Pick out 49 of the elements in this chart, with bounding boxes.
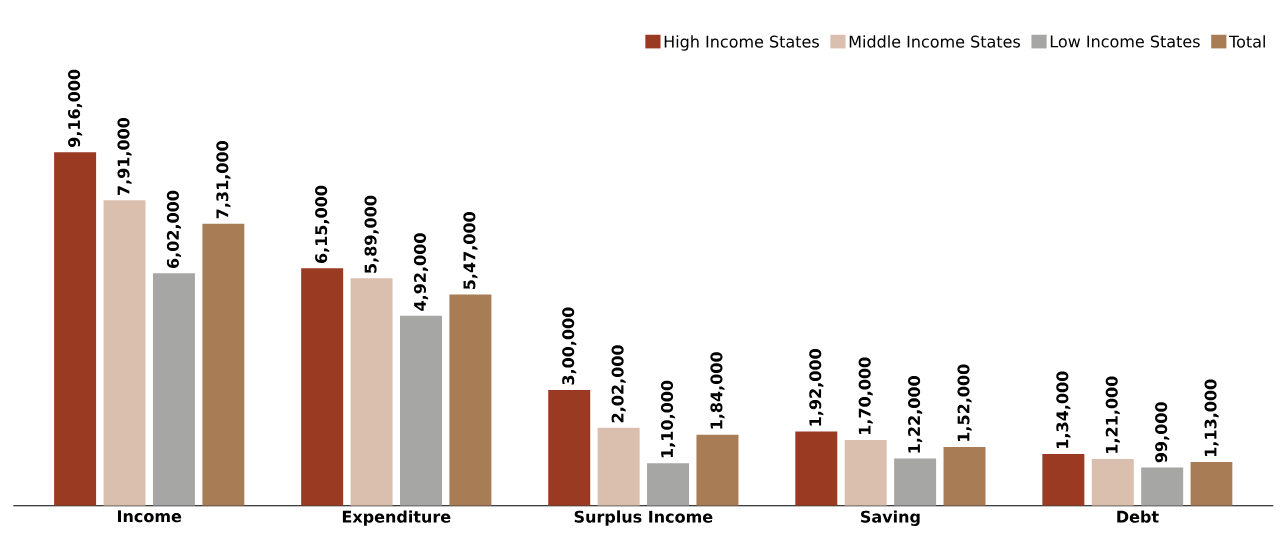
- bar: [103, 200, 146, 506]
- x-tick-label: Surplus Income: [574, 510, 713, 526]
- data-label: 1,10,000: [660, 380, 676, 458]
- data-label: 2,02,000: [611, 345, 626, 423]
- data-label: 3,00,000: [562, 307, 577, 385]
- x-tick-label: Income: [118, 510, 182, 523]
- data-label: 1,13,000: [1204, 379, 1219, 456]
- data-label: 1,92,000: [809, 349, 824, 426]
- legend-label: Total: [1228, 35, 1265, 48]
- data-label: 1,70,000: [858, 357, 873, 434]
- data-label: 5,47,000: [463, 212, 478, 290]
- data-label: 9,16,000: [68, 69, 83, 148]
- data-label: 1,22,000: [908, 376, 923, 453]
- bar: [597, 427, 640, 506]
- data-label: 1,84,000: [710, 352, 725, 429]
- bar: [795, 431, 838, 506]
- bar: [696, 434, 739, 506]
- bar: [152, 273, 195, 506]
- data-label: 7,91,000: [117, 117, 132, 196]
- bar: [54, 152, 97, 506]
- bar: [1042, 453, 1085, 506]
- bar: [943, 447, 986, 506]
- bar: [301, 268, 344, 506]
- x-tick-label: Expenditure: [342, 510, 451, 526]
- x-tick-label: Debt: [1117, 510, 1159, 523]
- bar: [449, 294, 492, 506]
- data-label: 5,89,000: [364, 195, 379, 273]
- data-label: 1,21,000: [1105, 376, 1120, 453]
- legend-label: Low Income States: [1050, 35, 1200, 48]
- data-label: 99,000: [1155, 402, 1170, 463]
- data-label: 6,02,000: [166, 190, 182, 269]
- data-label: 6,15,000: [315, 185, 330, 264]
- bar: [399, 315, 442, 506]
- bar: [844, 440, 887, 506]
- data-label: 7,31,000: [216, 141, 231, 219]
- bar: [647, 463, 690, 506]
- legend-label: High Income States: [664, 35, 819, 51]
- x-tick-label: Saving: [861, 510, 920, 526]
- bar: [1141, 467, 1184, 506]
- data-label: 4,92,000: [413, 233, 429, 311]
- data-label: 1,34,000: [1056, 371, 1071, 448]
- bar: [1091, 458, 1134, 506]
- legend-label: Middle Income States: [849, 35, 1020, 48]
- data-label: 1,52,000: [957, 364, 972, 441]
- bar: [202, 223, 245, 506]
- bar: [548, 389, 591, 506]
- bar: [350, 278, 393, 506]
- bar: [894, 458, 937, 506]
- bar: [1190, 462, 1233, 506]
